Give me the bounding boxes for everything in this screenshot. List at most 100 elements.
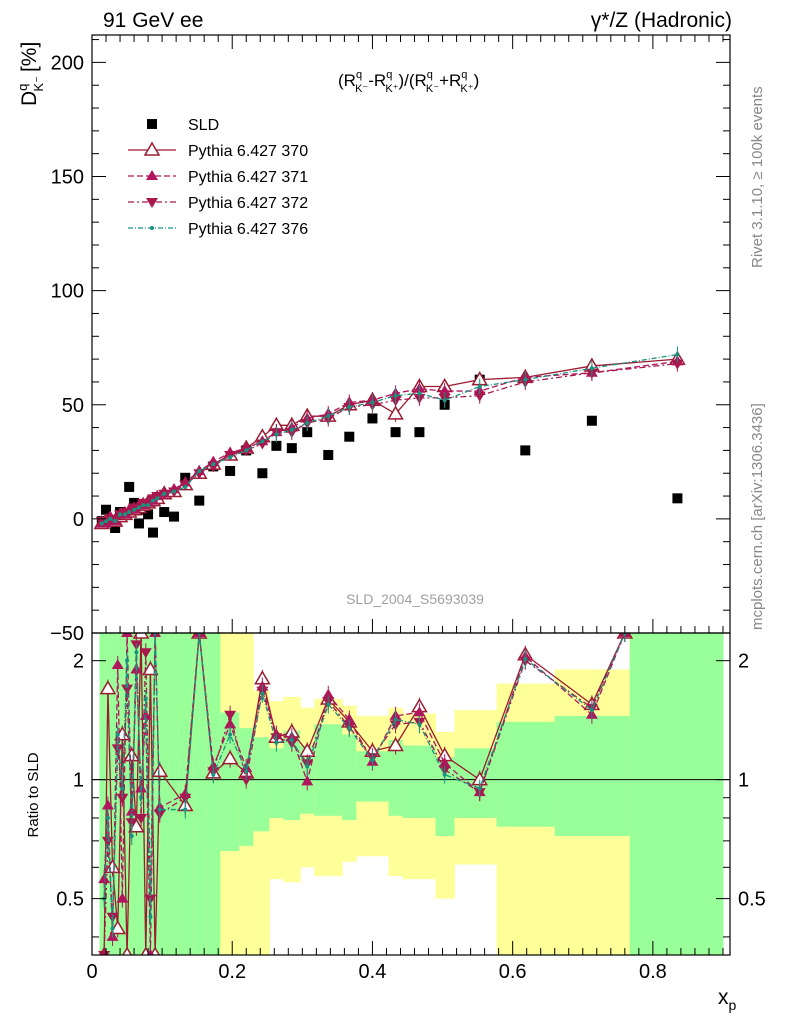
- band-green: [314, 724, 343, 816]
- ratio-point-p371: [116, 892, 129, 903]
- point-p376: [244, 448, 249, 453]
- axes: −50 0 50 100 150 200 0 0.2 0.4 0.6 0.8 0.5 0.5 1 1 2 2: [50, 35, 766, 983]
- ylabel-sup: q: [15, 84, 30, 91]
- point-sld: [101, 504, 112, 515]
- point-p376: [146, 503, 151, 508]
- point-p370: [387, 405, 404, 420]
- legend-entry-p370: Pythia 6.427 370: [128, 141, 308, 160]
- ratio-y-label: Ratio to SLD: [25, 752, 42, 837]
- ratio-point-p376: [393, 717, 398, 722]
- x-tick-label: 0.8: [639, 961, 667, 983]
- ratio-point-p376: [228, 732, 233, 737]
- analysis-watermark: SLD_2004_S5693039: [346, 591, 484, 607]
- point-p376: [228, 455, 233, 460]
- legend: SLD Pythia 6.427 370 Pythia 6.427 371 Pythi…: [128, 117, 308, 238]
- ratio-point-p371: [301, 775, 314, 786]
- x-tick-label: 0.4: [359, 961, 387, 983]
- main-y-tick-label: 0: [73, 509, 84, 531]
- ratio-point-p376: [183, 807, 188, 812]
- ratio-point-p370: [221, 750, 239, 765]
- ratio-point-p376: [260, 691, 265, 696]
- point-p376: [132, 507, 137, 512]
- point-p376: [523, 377, 528, 382]
- series-line-p371: [101, 360, 678, 525]
- band-green: [269, 748, 284, 818]
- ratio-point-p371: [413, 706, 426, 717]
- ratio-point-p372: [101, 836, 114, 847]
- ratio-point-p376: [129, 834, 134, 839]
- ratio-point-p376: [442, 772, 447, 777]
- point-p376: [122, 512, 127, 517]
- ratio-point-p376: [274, 740, 279, 745]
- legend-entry-p372: Pythia 6.427 372: [128, 195, 308, 212]
- point-sld: [169, 511, 180, 522]
- band-green: [342, 734, 357, 821]
- point-p376: [305, 421, 310, 426]
- point-p376: [347, 405, 352, 410]
- band-green: [554, 715, 631, 837]
- ratio-line-p371: [103, 633, 626, 955]
- header-process: γ*/Z (Hadronic): [591, 9, 732, 32]
- ratio-point-p370: [123, 747, 141, 762]
- band-green: [206, 633, 221, 955]
- point-p376: [155, 496, 160, 501]
- ratio-point-p371: [139, 709, 152, 720]
- band-green: [629, 633, 724, 955]
- point-sld: [286, 443, 297, 454]
- legend-label: Pythia 6.427 376: [188, 221, 308, 238]
- point-sld: [124, 481, 135, 492]
- ratio-plot-area: [92, 633, 730, 955]
- ratio-point-p376: [143, 696, 148, 701]
- point-p372: [256, 439, 269, 450]
- point-p376: [675, 352, 680, 357]
- point-p376: [127, 510, 132, 515]
- ratio-point-p372: [116, 793, 129, 804]
- ratio-point-p376: [105, 815, 110, 820]
- point-p376: [442, 398, 447, 403]
- ratio-point-p376: [347, 726, 352, 731]
- ratio-point-p372: [139, 648, 152, 659]
- band-green: [192, 633, 207, 955]
- point-p376: [289, 427, 294, 432]
- series-p371: [95, 353, 684, 528]
- ylabel-sub: K⁻: [31, 76, 46, 92]
- point-p376: [108, 516, 113, 521]
- point-sld: [672, 493, 683, 504]
- point-sld: [225, 465, 236, 476]
- ratio-y-tick-label-right: 1: [738, 770, 749, 792]
- legend-label: Pythia 6.427 372: [188, 195, 308, 212]
- ratio-point-p376: [244, 769, 249, 774]
- ratio-point-p376: [115, 732, 120, 737]
- point-sld: [257, 468, 268, 479]
- band-green: [136, 633, 142, 955]
- x-tick-label: 0.6: [499, 961, 527, 983]
- point-p376: [211, 462, 216, 467]
- ratio-point-p370: [151, 762, 169, 778]
- ratio-point-p372: [98, 951, 111, 955]
- point-sld: [110, 523, 121, 534]
- point-p376: [370, 400, 375, 405]
- point-sld: [414, 427, 425, 438]
- point-p376: [326, 414, 331, 419]
- point-p376: [197, 468, 202, 473]
- point-p376: [99, 521, 104, 526]
- ratio-point-p370: [387, 737, 404, 752]
- ratio-y-tick-label: 2: [73, 651, 84, 673]
- legend-entry-p376: Pythia 6.427 376: [128, 221, 308, 238]
- point-p376: [274, 432, 279, 437]
- ratio-point-p376: [125, 658, 130, 663]
- ratio-point-p376: [134, 650, 139, 655]
- main-y-tick-label: −50: [50, 623, 84, 645]
- ratio-point-p370: [122, 946, 133, 955]
- legend-marker: [150, 226, 154, 230]
- point-sld: [302, 427, 313, 438]
- point-sld: [143, 509, 154, 520]
- point-p376: [150, 498, 155, 503]
- point-p372: [671, 359, 684, 370]
- main-y-tick-label: 150: [51, 167, 84, 189]
- point-sld: [344, 431, 355, 442]
- ylabel-unit: [%]: [18, 42, 41, 72]
- point-p376: [183, 484, 188, 489]
- band-green: [99, 633, 105, 955]
